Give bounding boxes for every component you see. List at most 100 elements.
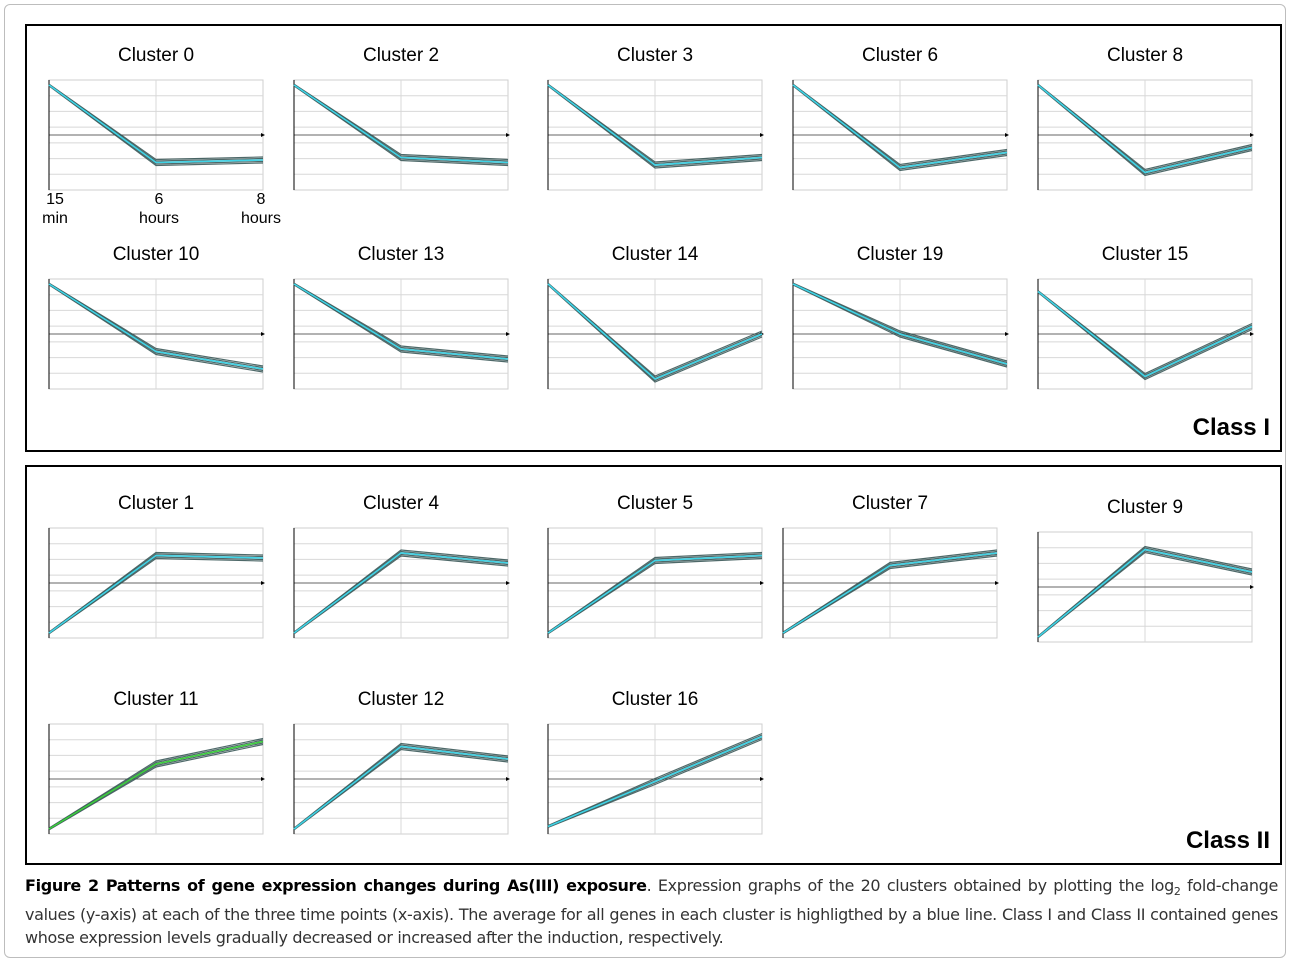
gene-line	[782, 555, 998, 635]
chart-title: Cluster 19	[856, 244, 944, 265]
axis-arrow	[506, 133, 510, 137]
caption-subscript: 2	[1173, 885, 1181, 899]
chart-plot	[792, 79, 1009, 191]
caption-title: Figure 2 Patterns of gene expression cha…	[25, 876, 647, 895]
gene-line	[792, 284, 1008, 368]
chart-title: Cluster 3	[616, 45, 694, 66]
axis-arrow	[1250, 332, 1254, 336]
chart-title: Cluster 10	[112, 244, 200, 265]
chart-plot	[782, 527, 999, 639]
average-line	[48, 554, 264, 634]
chart-title: Cluster 6	[861, 45, 939, 66]
average-line	[48, 283, 264, 370]
average-line	[792, 84, 1008, 169]
figure-frame	[4, 4, 1286, 958]
chart-plot	[547, 527, 764, 639]
chart-title: Cluster 13	[357, 244, 445, 265]
chart-title: Cluster 15	[1101, 244, 1189, 265]
cluster-chart: Cluster 13	[292, 243, 522, 395]
chart-title: Cluster 2	[362, 45, 440, 66]
gene-line	[48, 551, 264, 633]
average-line	[1037, 84, 1253, 174]
gene-line	[1037, 83, 1253, 171]
gene-line	[293, 284, 509, 363]
gene-line	[293, 85, 509, 167]
gene-line	[293, 742, 509, 829]
cluster-chart: Cluster 1	[47, 492, 277, 644]
average-line	[48, 84, 264, 164]
chart-plot	[1037, 531, 1254, 643]
class-ii-label: Class II	[1185, 827, 1270, 854]
figure-caption: Figure 2 Patterns of gene expression cha…	[25, 874, 1278, 949]
axis-arrow	[261, 581, 265, 585]
axis-arrow	[261, 777, 265, 781]
gene-line	[1037, 551, 1253, 639]
gene-line	[782, 549, 998, 633]
average-line	[782, 552, 998, 634]
gene-line	[547, 738, 763, 828]
gene-line	[1037, 291, 1253, 381]
chart-plot	[48, 278, 265, 390]
chart-plot	[1037, 79, 1254, 191]
gene-line	[1037, 290, 1253, 375]
cluster-chart: Cluster 2	[292, 44, 522, 196]
chart-plot	[48, 527, 265, 639]
average-line	[1037, 548, 1253, 638]
chart-title: Cluster 12	[357, 689, 445, 710]
cluster-chart: Cluster 3	[546, 44, 776, 196]
chart-plot	[547, 723, 764, 835]
gene-line	[293, 83, 509, 161]
axis-arrow	[1250, 585, 1254, 589]
x-label-6hours: 6 hours	[138, 191, 180, 227]
chart-title: Cluster 7	[851, 493, 929, 514]
chart-plot	[48, 79, 265, 191]
chart-title: Cluster 5	[616, 493, 694, 514]
average-line	[547, 554, 763, 634]
gene-line	[48, 282, 264, 367]
x-label-8hours: 8 hours	[240, 191, 282, 227]
axis-arrow	[261, 332, 265, 336]
cluster-chart: Cluster 19	[791, 243, 1021, 395]
chart-plot	[48, 723, 265, 835]
gene-line	[293, 748, 509, 831]
axis-arrow	[1250, 133, 1254, 137]
chart-title: Cluster 9	[1106, 497, 1184, 518]
average-line	[547, 735, 763, 828]
gene-line	[547, 551, 763, 633]
gene-line	[547, 732, 763, 827]
cluster-chart: Cluster 6	[791, 44, 1021, 196]
cluster-chart: Cluster 9	[1036, 496, 1266, 648]
gene-line	[547, 85, 763, 169]
gene-line	[792, 83, 1008, 166]
gene-line	[547, 282, 763, 377]
axis-arrow	[760, 133, 764, 137]
x-label-15min: 15 min	[42, 191, 68, 227]
average-line	[792, 283, 1008, 365]
cluster-chart: Cluster 11	[47, 688, 277, 840]
gene-line	[293, 555, 509, 635]
gene-line	[1037, 545, 1253, 637]
caption-text-1: . Expression graphs of the 20 clusters o…	[646, 876, 1175, 895]
gene-line	[1037, 85, 1253, 177]
gene-line	[792, 282, 1008, 362]
chart-plot	[547, 79, 764, 191]
chart-plot	[293, 527, 510, 639]
gene-line	[547, 83, 763, 163]
gene-line	[48, 737, 264, 829]
axis-arrow	[995, 581, 999, 585]
gene-line	[48, 557, 264, 635]
cluster-chart: Cluster 0	[47, 44, 277, 196]
gene-line	[547, 284, 763, 383]
caption-text-2: fold-change values (y-axis) at each of t…	[25, 876, 1278, 948]
axis-arrow	[506, 581, 510, 585]
cluster-chart: Cluster 15	[1036, 243, 1266, 395]
average-line	[547, 283, 763, 380]
axis-arrow	[760, 581, 764, 585]
axis-arrow	[1005, 332, 1009, 336]
axis-arrow	[506, 777, 510, 781]
chart-title: Cluster 0	[117, 45, 195, 66]
gene-line	[48, 284, 264, 373]
chart-title: Cluster 16	[611, 689, 699, 710]
chart-title: Cluster 8	[1106, 45, 1184, 66]
x-axis-labels: 15 min 6 hours 8 hours	[30, 190, 290, 234]
